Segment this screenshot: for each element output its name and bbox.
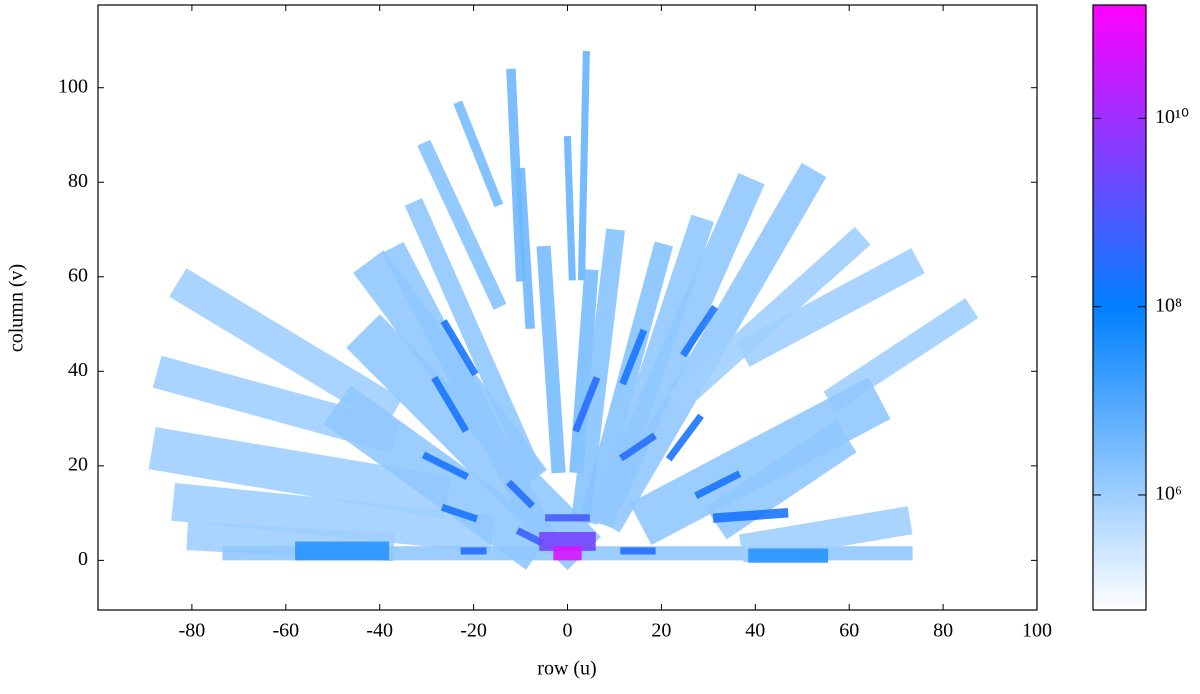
uv-streak bbox=[577, 51, 590, 281]
uv-streak bbox=[571, 228, 625, 524]
uv-streak bbox=[694, 470, 742, 499]
uv-streak bbox=[679, 304, 718, 358]
uv-streak bbox=[629, 377, 891, 546]
y-tick-label: 100 bbox=[58, 75, 88, 97]
uv-streak bbox=[440, 319, 479, 377]
uv-streak bbox=[595, 162, 827, 533]
x-tick-label: 80 bbox=[933, 620, 953, 642]
uv-streak bbox=[417, 139, 507, 310]
uv-streak bbox=[453, 100, 504, 208]
uv-streak bbox=[515, 527, 545, 547]
uv-streak bbox=[618, 432, 657, 462]
uv-streak bbox=[506, 479, 535, 509]
uv-streak bbox=[823, 298, 979, 412]
colorbar-tick-label: 10⁸ bbox=[1155, 294, 1182, 316]
uv-streak bbox=[323, 385, 554, 570]
x-tick-label: 0 bbox=[563, 620, 573, 642]
y-tick-label: 0 bbox=[78, 548, 88, 570]
uv-streak bbox=[572, 376, 601, 433]
x-tick-label: -80 bbox=[179, 620, 206, 642]
y-tick-label: 80 bbox=[68, 170, 88, 192]
uv-streak bbox=[705, 420, 857, 540]
x-tick-label: -40 bbox=[366, 620, 393, 642]
x-tick-label: 40 bbox=[745, 620, 765, 642]
uv-streak bbox=[404, 198, 543, 479]
y-axis-label: column (v) bbox=[6, 264, 28, 352]
uv-streak bbox=[506, 68, 526, 282]
uv-streak bbox=[536, 245, 566, 474]
uv-streak bbox=[431, 375, 470, 433]
uv-streak bbox=[665, 413, 704, 462]
y-tick-label: 40 bbox=[68, 359, 88, 381]
uv-streak bbox=[569, 269, 599, 474]
uv-streak bbox=[148, 427, 452, 519]
uv-streak bbox=[595, 173, 765, 509]
x-tick-label: 60 bbox=[839, 620, 859, 642]
uv-streak bbox=[169, 268, 403, 428]
uv-streak bbox=[736, 248, 925, 367]
uv-streak bbox=[668, 227, 871, 412]
heatmap bbox=[148, 51, 979, 571]
x-tick-label: -60 bbox=[272, 620, 299, 642]
uv-streak bbox=[712, 508, 789, 523]
x-tick-label: -20 bbox=[460, 620, 487, 642]
uv-streak bbox=[738, 506, 913, 563]
uv-streak bbox=[171, 482, 495, 553]
x-tick-label: 20 bbox=[651, 620, 671, 642]
uv-streak bbox=[619, 328, 648, 386]
plot-frame bbox=[97, 4, 1038, 611]
uv-streak bbox=[515, 167, 535, 330]
colorbar bbox=[1092, 4, 1147, 611]
colorbar-tick-label: 10¹⁰ bbox=[1155, 106, 1189, 128]
colorbar-tick-label: 10⁶ bbox=[1155, 483, 1182, 505]
y-tick-label: 20 bbox=[68, 453, 88, 475]
y-tick-label: 60 bbox=[68, 264, 88, 286]
uv-streak bbox=[421, 451, 469, 481]
uv-streak bbox=[563, 136, 576, 281]
x-tick-label: 100 bbox=[1022, 620, 1052, 642]
uv-streak bbox=[440, 503, 479, 523]
x-axis-label: row (u) bbox=[537, 658, 596, 680]
